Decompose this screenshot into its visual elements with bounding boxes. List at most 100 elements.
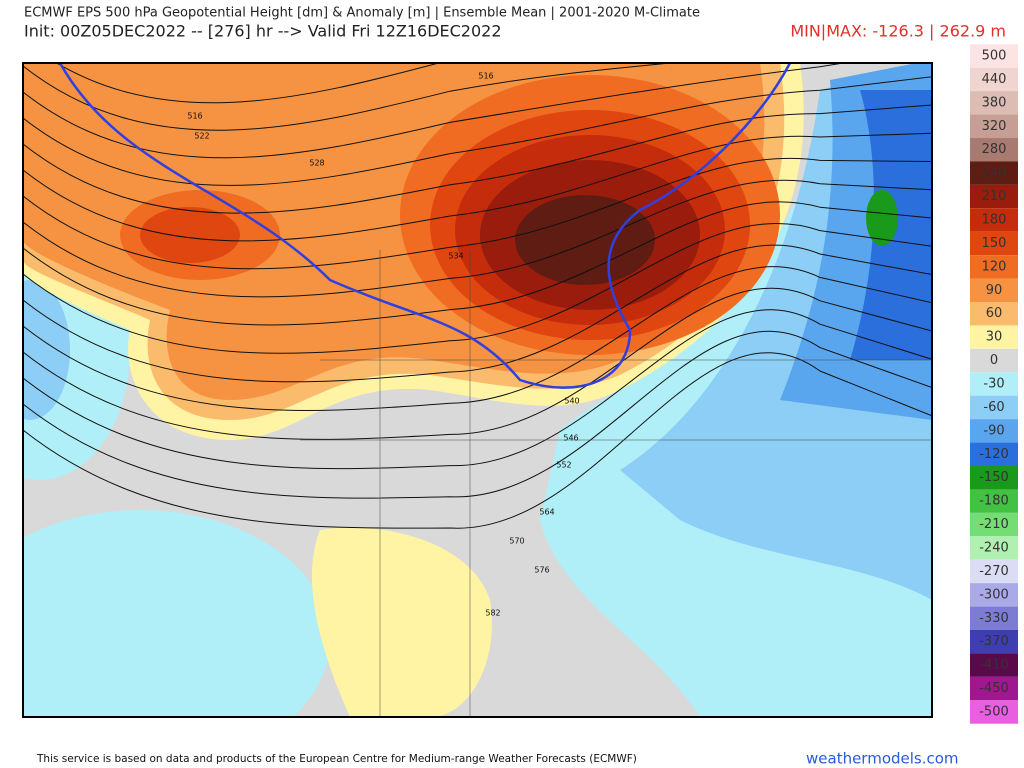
colorbar-swatch bbox=[970, 630, 1018, 654]
map-frame bbox=[22, 62, 933, 718]
colorbar-swatch bbox=[970, 278, 1018, 302]
colorbar-swatch bbox=[970, 676, 1018, 701]
height-contours bbox=[23, 63, 932, 529]
colorbar-label: -370 bbox=[979, 634, 1009, 649]
contour-label: 516 bbox=[478, 72, 493, 81]
borders bbox=[300, 250, 932, 717]
anomaly-area bbox=[23, 280, 70, 420]
contour-label: 534 bbox=[448, 252, 463, 261]
anomaly-area bbox=[866, 190, 898, 246]
contour-line bbox=[23, 157, 932, 270]
colorbar-label: 60 bbox=[986, 306, 1003, 321]
init-line: Init: 00Z05DEC2022 -- [276] hr --> Valid… bbox=[24, 22, 502, 41]
anomaly-area bbox=[140, 207, 240, 263]
colorbar-swatch bbox=[970, 184, 1018, 209]
contour-line bbox=[23, 331, 932, 499]
title: ECMWF EPS 500 hPa Geopotential Height [d… bbox=[24, 6, 700, 21]
colorbar-label: 210 bbox=[982, 189, 1007, 204]
colorbar-swatch bbox=[970, 255, 1018, 279]
colorbar-label: 440 bbox=[982, 72, 1007, 87]
contour-line bbox=[23, 309, 932, 470]
min-max: MIN|MAX: -126.3 | 262.9 m bbox=[790, 22, 1006, 41]
colorbar-label: 30 bbox=[986, 330, 1003, 345]
colorbar-label: -410 bbox=[979, 658, 1009, 673]
anomaly-area bbox=[23, 510, 330, 717]
colorbar-swatch bbox=[970, 348, 1018, 373]
colorbar-label: -90 bbox=[983, 423, 1004, 438]
colorbar-swatch bbox=[970, 91, 1018, 115]
colorbar-label: 150 bbox=[982, 236, 1007, 251]
contour-label: 540 bbox=[564, 397, 579, 406]
colorbar-label: 380 bbox=[982, 95, 1007, 110]
colorbar-label: -180 bbox=[979, 494, 1009, 509]
colorbar-label: -300 bbox=[979, 587, 1009, 602]
contour-line bbox=[23, 352, 932, 529]
contour-label: 546 bbox=[563, 434, 578, 443]
colorbar-swatch bbox=[970, 536, 1018, 560]
contour-label: 570 bbox=[509, 537, 524, 546]
anomaly-area bbox=[311, 527, 492, 717]
colorbar-swatch bbox=[970, 302, 1018, 326]
colorbar-swatch bbox=[970, 583, 1018, 607]
colorbar-label: 90 bbox=[986, 283, 1003, 298]
colorbar-label: -240 bbox=[979, 541, 1009, 556]
contour-label: 564 bbox=[539, 508, 554, 517]
anomaly-area bbox=[515, 195, 655, 285]
colorbar-swatch bbox=[970, 419, 1018, 443]
site-link[interactable]: weathermodels.com bbox=[806, 750, 959, 768]
colorbar-label: 240 bbox=[982, 166, 1007, 181]
contour-label: 522 bbox=[194, 132, 209, 141]
colorbar-swatch bbox=[970, 231, 1018, 256]
colorbar-label: -500 bbox=[979, 705, 1009, 720]
colorbar-swatch bbox=[970, 653, 1018, 677]
contour-line bbox=[23, 201, 932, 326]
colorbar-label: -120 bbox=[979, 447, 1009, 462]
contour-line bbox=[23, 104, 932, 214]
colorbar-label: 180 bbox=[982, 213, 1007, 228]
colorbar-label: -30 bbox=[983, 377, 1004, 392]
colorbar-swatch bbox=[970, 372, 1018, 396]
colorbar-swatch bbox=[970, 67, 1018, 92]
colorbar-swatch bbox=[970, 138, 1018, 162]
contour-line bbox=[23, 132, 932, 242]
contour-line bbox=[23, 244, 932, 383]
colorbar-swatch bbox=[970, 512, 1018, 537]
contour-label: 528 bbox=[309, 159, 324, 168]
contour-line bbox=[23, 287, 932, 440]
colorbar-label: -210 bbox=[979, 517, 1009, 532]
colorbar-label: 320 bbox=[982, 119, 1007, 134]
colorbar-label: 500 bbox=[982, 49, 1007, 64]
colorbar-label: 0 bbox=[990, 353, 998, 368]
contour-line bbox=[23, 76, 932, 186]
colorbar-swatch bbox=[970, 606, 1018, 630]
colorbar-swatch bbox=[970, 395, 1018, 420]
contour-labels: 516 516 522 528 534 540 546 552 564 570 576 582 bbox=[187, 72, 579, 618]
colorbar-label: -450 bbox=[979, 681, 1009, 696]
colorbar-swatch bbox=[970, 466, 1018, 490]
colorbar-swatch bbox=[970, 559, 1018, 584]
contour-line bbox=[23, 63, 847, 159]
colorbar-swatch bbox=[970, 700, 1018, 724]
colorbar-swatch bbox=[970, 325, 1018, 349]
contour-line bbox=[55, 63, 441, 104]
colorbar-label: 280 bbox=[982, 142, 1007, 157]
contour-label: 576 bbox=[534, 566, 549, 575]
colorbar-swatch bbox=[970, 208, 1018, 232]
contour-line bbox=[23, 223, 932, 354]
colorbar-label: -330 bbox=[979, 611, 1009, 626]
contour-line bbox=[23, 63, 676, 131]
contour-label: 582 bbox=[485, 609, 500, 618]
colorbar-label: 120 bbox=[982, 259, 1007, 274]
colorbar-swatch bbox=[970, 161, 1018, 185]
contour-line bbox=[23, 266, 932, 411]
colorbar-label: -60 bbox=[983, 400, 1004, 415]
credit: This service is based on data and produc… bbox=[36, 753, 637, 765]
colorbar-swatch bbox=[970, 44, 1018, 68]
colorbar-label: -270 bbox=[979, 564, 1009, 579]
colorbar-swatch bbox=[970, 489, 1018, 513]
colorbar: 500 440 380 320 280 240 210 180 150 120 90 60 30 0 -30… bbox=[970, 44, 1018, 724]
colorbar-label: -150 bbox=[979, 470, 1009, 485]
contour-label: 516 bbox=[187, 112, 202, 121]
